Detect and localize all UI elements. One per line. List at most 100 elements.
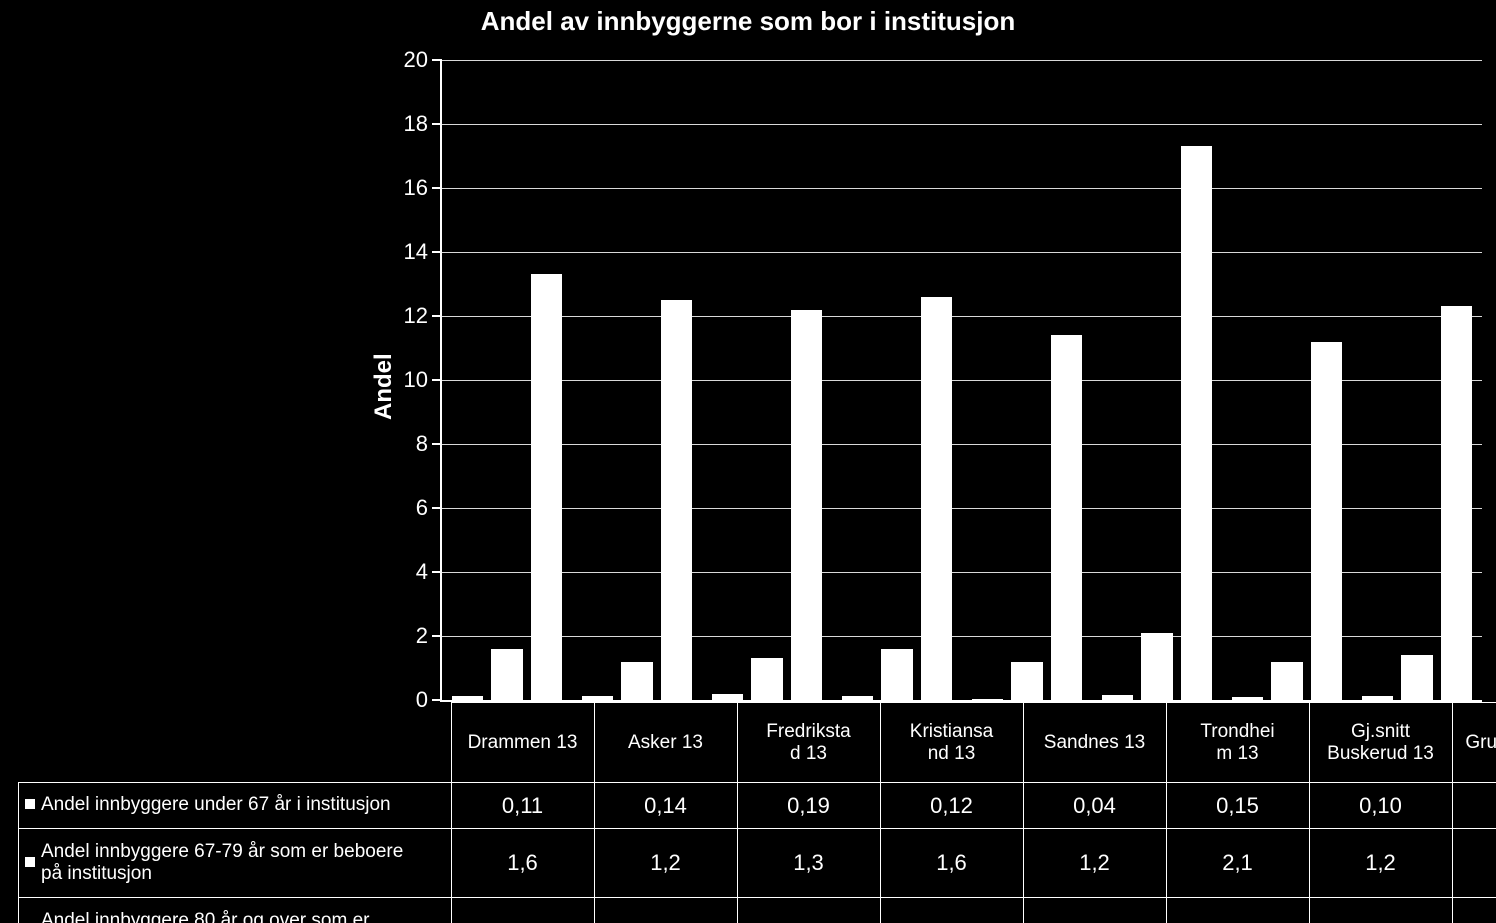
series-label-text: Andel innbyggere 80 år og over som er be… <box>41 910 421 923</box>
bar <box>1362 696 1393 700</box>
data-cell: 0,10 <box>1309 783 1452 829</box>
data-cell: 1,6 <box>451 829 594 898</box>
bar-group <box>1222 60 1352 700</box>
series-label: Andel innbyggere under 67 år i institusj… <box>19 783 452 829</box>
category-header: Drammen 13 <box>451 703 594 783</box>
category-header: Asker 13 <box>594 703 737 783</box>
bar <box>1181 146 1212 700</box>
data-cell: 1,2 <box>1023 829 1166 898</box>
bar-group <box>1352 60 1482 700</box>
bar <box>921 297 952 700</box>
bar <box>452 696 483 700</box>
bar-group <box>962 60 1092 700</box>
data-cell: 0,04 <box>1023 783 1166 829</box>
bar <box>661 300 692 700</box>
legend-marker <box>25 799 35 809</box>
category-header: Fredrikstad 13 <box>737 703 880 783</box>
bar-group <box>702 60 832 700</box>
data-table: Drammen 13Asker 13Fredrikstad 13Kristian… <box>18 702 1496 923</box>
bar <box>712 694 743 700</box>
data-cell: 1,6 <box>880 829 1023 898</box>
y-tick-label: 4 <box>416 559 428 585</box>
y-tick <box>432 379 442 381</box>
data-cell: 1,3 <box>737 829 880 898</box>
y-tick <box>432 123 442 125</box>
y-tick-label: 10 <box>404 367 428 393</box>
bar-group <box>1092 60 1222 700</box>
bar <box>751 658 782 700</box>
y-tick-label: 14 <box>404 239 428 265</box>
bar <box>1271 662 1302 700</box>
bar <box>972 699 1003 700</box>
series-label: Andel innbyggere 67-79 år som er beboere… <box>19 829 452 898</box>
bar <box>1102 695 1133 700</box>
data-cell: 11,4 <box>1023 898 1166 923</box>
data-cell: 0,12 <box>880 783 1023 829</box>
bar <box>1141 633 1172 700</box>
data-cell: 0,19 <box>737 783 880 829</box>
bar-group <box>832 60 962 700</box>
series-label-text: Andel innbyggere under 67 år i institusj… <box>41 794 391 816</box>
table-row: Andel innbyggere 80 år og over som er be… <box>19 898 1496 923</box>
bar <box>881 649 912 700</box>
y-tick-label: 8 <box>416 431 428 457</box>
y-tick <box>432 315 442 317</box>
y-tick <box>432 571 442 573</box>
bar <box>791 310 822 700</box>
y-tick <box>432 507 442 509</box>
bar <box>1051 335 1082 700</box>
data-cell: 0,14 <box>594 783 737 829</box>
data-cell: 12,5 <box>594 898 737 923</box>
y-tick-label: 18 <box>404 111 428 137</box>
bar-group <box>442 60 572 700</box>
y-axis-label: Andel <box>370 353 398 420</box>
y-tick <box>432 699 442 701</box>
y-tick-label: 6 <box>416 495 428 521</box>
y-tick <box>432 635 442 637</box>
data-cell: 0,11 <box>1452 783 1496 829</box>
category-header: Gj.snitt Buskerud 13 <box>1309 703 1452 783</box>
category-header: Kristiansand 13 <box>880 703 1023 783</box>
data-cell: 0,11 <box>451 783 594 829</box>
y-tick-label: 20 <box>404 47 428 73</box>
data-cell: 13,3 <box>451 898 594 923</box>
table-row: Andel innbyggere 67-79 år som er beboere… <box>19 829 1496 898</box>
category-header: Gruppe 13 13 <box>1452 703 1496 783</box>
data-cell: 12,2 <box>737 898 880 923</box>
bar <box>1232 697 1263 700</box>
bar <box>1311 342 1342 700</box>
table-header-row: Drammen 13Asker 13Fredrikstad 13Kristian… <box>19 703 1496 783</box>
bar <box>531 274 562 700</box>
series-label-text: Andel innbyggere 67-79 år som er beboere… <box>41 841 421 885</box>
table-row: Andel innbyggere under 67 år i institusj… <box>19 783 1496 829</box>
bar <box>582 696 613 700</box>
series-label: Andel innbyggere 80 år og over som er be… <box>19 898 452 923</box>
plot-area: 02468101214161820 <box>440 60 1482 702</box>
data-cell: 1,2 <box>594 829 737 898</box>
y-tick <box>432 251 442 253</box>
data-cell: 17,3 <box>1166 898 1309 923</box>
bar-group <box>572 60 702 700</box>
data-cell: 1,2 <box>1309 829 1452 898</box>
y-tick <box>432 59 442 61</box>
bar <box>491 649 522 700</box>
y-tick <box>432 443 442 445</box>
y-tick-label: 12 <box>404 303 428 329</box>
table-corner-cell <box>19 703 452 783</box>
bar <box>1011 662 1042 700</box>
data-cell: 0,15 <box>1166 783 1309 829</box>
bar <box>1401 655 1432 700</box>
y-tick <box>432 187 442 189</box>
y-tick-label: 2 <box>416 623 428 649</box>
data-cell: 2,1 <box>1166 829 1309 898</box>
y-tick-label: 16 <box>404 175 428 201</box>
legend-marker <box>25 857 35 867</box>
bar <box>1441 306 1472 700</box>
bar <box>842 696 873 700</box>
category-header: Trondheim 13 <box>1166 703 1309 783</box>
bar <box>621 662 652 700</box>
data-cell: 12,3 <box>1452 898 1496 923</box>
chart-title: Andel av innbyggerne som bor i institusj… <box>0 6 1496 37</box>
data-cell: 1,4 <box>1452 829 1496 898</box>
data-cell: 11,2 <box>1309 898 1452 923</box>
